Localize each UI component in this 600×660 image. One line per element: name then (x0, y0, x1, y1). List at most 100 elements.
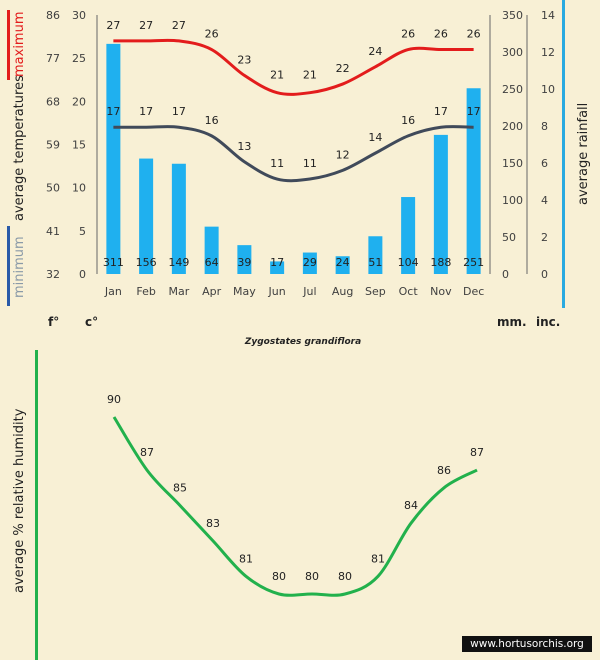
tick-label-inches: 14 (541, 9, 555, 22)
max-temp-value-label: 27 (139, 19, 153, 32)
humidity-value-label: 87 (470, 446, 484, 459)
max-temp-value-label: 27 (172, 19, 186, 32)
month-label: Nov (430, 285, 452, 298)
tick-label-mm: 200 (502, 120, 523, 133)
avg-rainfall-axis-label: average rainfall (576, 103, 591, 205)
tick-label-inches: 2 (541, 231, 548, 244)
month-label: Feb (136, 285, 155, 298)
tick-label-mm: 100 (502, 194, 523, 207)
tick-label-inches: 12 (541, 46, 555, 59)
rainfall-value-label: 24 (336, 256, 350, 269)
min-temp-line (113, 125, 474, 183)
tick-label-celsius: 15 (72, 139, 86, 152)
tick-label-celsius: 25 (72, 52, 86, 65)
unit-mm: mm. (497, 315, 527, 329)
rainfall-bar (368, 236, 383, 274)
max-temp-value-label: 26 (434, 28, 448, 41)
humidity-value-label: 87 (140, 446, 154, 459)
unit-inches: inc. (536, 315, 560, 329)
min-temp-value-label: 11 (270, 157, 284, 170)
max-temp-value-label: 26 (401, 28, 415, 41)
min-temp-value-label: 11 (303, 157, 317, 170)
tick-label-mm: 150 (502, 157, 523, 170)
tick-label-fahrenheit: 32 (46, 268, 60, 281)
humidity-value-label: 84 (404, 499, 418, 512)
tick-label-mm: 250 (502, 83, 523, 96)
tick-label-fahrenheit: 41 (46, 225, 60, 238)
unit-fahrenheit: f° (48, 315, 59, 329)
rainfall-bar (335, 256, 350, 274)
tick-label-inches: 0 (541, 268, 548, 281)
month-label: Jan (104, 285, 122, 298)
rainfall-value-label: 104 (398, 256, 419, 269)
min-temp-value-label: 17 (172, 105, 186, 118)
max-temp-value-label: 21 (270, 69, 284, 82)
tick-label-fahrenheit: 59 (46, 139, 60, 152)
tick-label-fahrenheit: 50 (46, 182, 60, 195)
rainfall-indicator-bar (562, 0, 565, 308)
rainfall-value-label: 311 (103, 256, 124, 269)
rainfall-value-label: 17 (270, 256, 284, 269)
tick-label-inches: 6 (541, 157, 548, 170)
min-temp-value-label: 12 (336, 148, 350, 161)
tick-label-celsius: 20 (72, 95, 86, 108)
tick-label-fahrenheit: 77 (46, 52, 60, 65)
humidity-indicator-bar (35, 350, 38, 660)
max-temp-value-label: 26 (467, 28, 481, 41)
humidity-value-label: 80 (338, 570, 352, 583)
rainfall-bar (302, 252, 317, 274)
humidity-line (112, 416, 478, 597)
rainfall-value-label: 188 (430, 256, 451, 269)
rainfall-bar (139, 158, 154, 274)
month-label: Oct (399, 285, 419, 298)
maximum-axis-label: maximum (12, 11, 27, 77)
max-temp-value-label: 22 (336, 62, 350, 75)
humidity-value-label: 81 (371, 552, 385, 565)
rainfall-value-label: 64 (205, 256, 219, 269)
tick-label-celsius: 0 (79, 268, 86, 281)
min-temp-value-label: 16 (401, 114, 415, 127)
tick-label-celsius: 10 (72, 182, 86, 195)
max-temp-line (113, 38, 474, 96)
humidity-value-label: 81 (239, 552, 253, 565)
tick-label-fahrenheit: 68 (46, 95, 60, 108)
avg-temps-axis-label: average temperatures (12, 75, 27, 221)
tick-label-mm: 50 (502, 231, 516, 244)
humidity-axis-label: average % relative humidity (12, 408, 27, 593)
humidity-value-label: 80 (272, 570, 286, 583)
rainfall-bar (401, 197, 416, 274)
rainfall-value-label: 251 (463, 256, 484, 269)
species-name: Zygostates grandiflora (244, 337, 361, 347)
max-temp-value-label: 23 (237, 53, 251, 66)
minimum-indicator-bar (7, 226, 10, 306)
month-label: Aug (332, 285, 353, 298)
humidity-value-label: 80 (305, 570, 319, 583)
rainfall-bar (466, 88, 481, 274)
rainfall-value-label: 29 (303, 256, 317, 269)
tick-label-inches: 4 (541, 194, 548, 207)
humidity-value-label: 90 (107, 393, 121, 406)
minimum-axis-label: minimum (12, 236, 27, 298)
min-temp-value-label: 17 (434, 105, 448, 118)
min-temp-value-label: 17 (467, 105, 481, 118)
month-label: Jul (302, 285, 316, 298)
tick-label-mm: 300 (502, 46, 523, 59)
watermark: www.hortusorchis.org (462, 636, 592, 652)
month-label: May (233, 285, 256, 298)
humidity-value-label: 85 (173, 482, 187, 495)
rainfall-value-label: 156 (136, 256, 157, 269)
unit-celsius: c° (85, 315, 98, 329)
min-temp-value-label: 17 (139, 105, 153, 118)
rainfall-value-label: 51 (368, 256, 382, 269)
max-temp-value-label: 21 (303, 69, 317, 82)
tick-label-inches: 10 (541, 83, 555, 96)
rainfall-value-label: 39 (237, 256, 251, 269)
humidity-value-label: 83 (206, 517, 220, 530)
month-label: Jun (268, 285, 286, 298)
tick-label-inches: 8 (541, 120, 548, 133)
min-temp-value-label: 16 (205, 114, 219, 127)
rainfall-bar (433, 134, 448, 274)
min-temp-value-label: 14 (368, 131, 382, 144)
rainfall-bar (171, 163, 186, 274)
humidity-value-label: 86 (437, 464, 451, 477)
